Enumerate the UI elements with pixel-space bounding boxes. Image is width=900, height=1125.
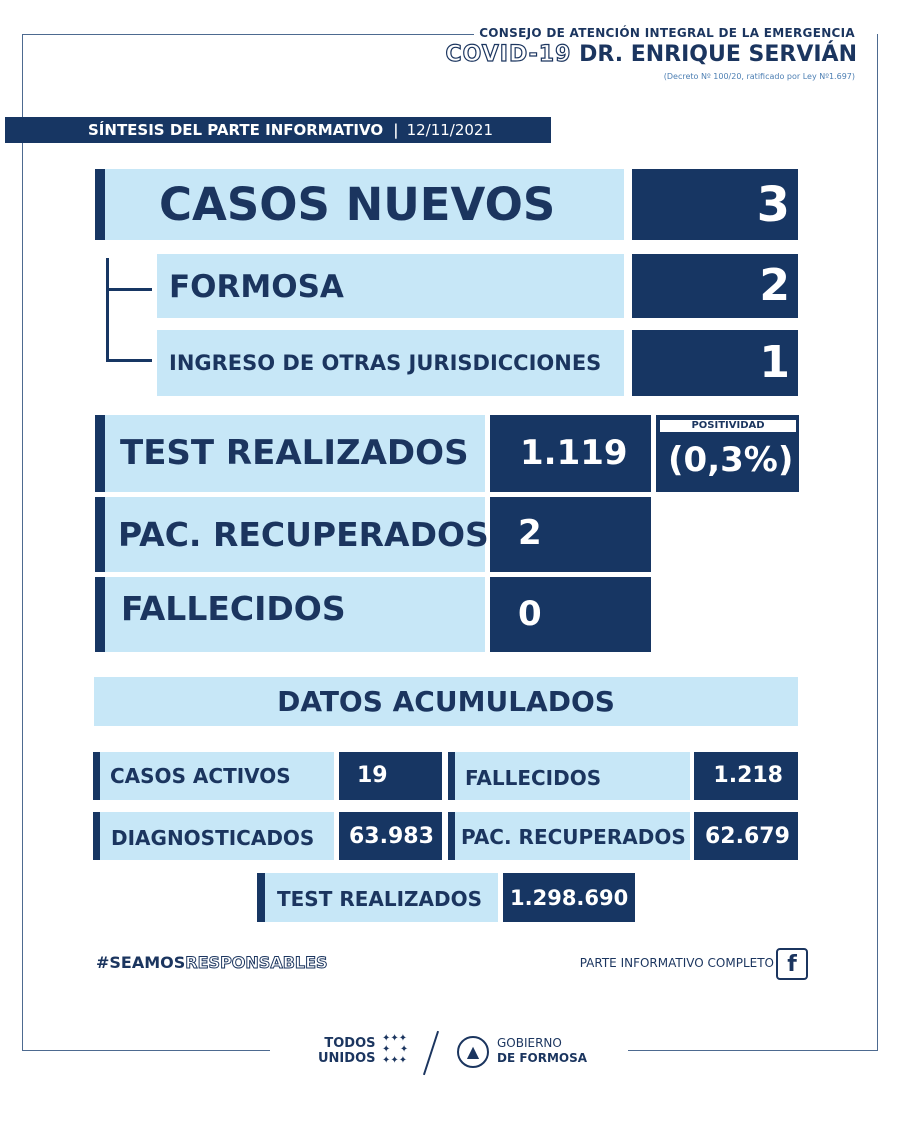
acc-tests-value: 1.298.690 (510, 886, 629, 910)
acc-active-label: CASOS ACTIVOS (110, 764, 291, 788)
formosa-label-box: FORMOSA (157, 254, 624, 318)
acc-recovered-label: PAC. RECUPERADOS (461, 825, 686, 849)
synthesis-date: 12/11/2021 (406, 121, 494, 139)
recovered-value: 2 (518, 513, 542, 553)
acc-diagnosed-value: 63.983 (349, 824, 434, 849)
unidos-text: UNIDOS (318, 1051, 376, 1066)
acc-tests-value-box: 1.298.690 (503, 873, 635, 922)
frame-top-line (22, 34, 474, 35)
acc-deaths-value: 1.218 (713, 763, 783, 788)
deaths-value: 0 (518, 594, 542, 634)
synthesis-separator: | (393, 121, 399, 139)
todos-text: TODOS (324, 1036, 376, 1051)
facebook-icon[interactable]: f (776, 948, 808, 980)
frame-left-line (22, 34, 23, 1051)
frame-right-line (877, 34, 878, 1051)
council-name: COVID-19 DR. ENRIQUE SERVIÁN (445, 41, 857, 67)
divider-slash (422, 1030, 440, 1076)
tests-value: 1.119 (520, 433, 628, 473)
recovered-value-box: 2 (490, 497, 651, 572)
acc-tests-label-box: TEST REALIZADOS (257, 873, 498, 922)
doctor-name: DR. ENRIQUE SERVIÁN (579, 42, 857, 67)
synthesis-title: SÍNTESIS DEL PARTE INFORMATIVO (88, 121, 384, 139)
acc-active-value-box: 19 (339, 752, 442, 800)
new-cases-label: CASOS NUEVOS (159, 178, 556, 231)
other-jurisdictions-value-box: 1 (632, 330, 798, 396)
other-jurisdictions-label-box: INGRESO DE OTRAS JURISDICCIONES (157, 330, 624, 396)
acc-deaths-value-box: 1.218 (694, 752, 798, 800)
frame-bottom-right-line (628, 1050, 878, 1051)
acc-active-label-box: CASOS ACTIVOS (93, 752, 334, 800)
decree-text: (Decreto Nº 100/20, ratificado por Ley N… (663, 72, 855, 81)
hashtag-responsables: RESPONSABLES (185, 953, 328, 973)
covid-label: COVID-19 (445, 41, 572, 67)
acc-recovered-value-box: 62.679 (694, 812, 798, 860)
acc-recovered-value: 62.679 (705, 824, 790, 849)
formosa-seal-icon: ▲ (457, 1036, 489, 1068)
tree-branch-formosa (106, 288, 152, 291)
formosa-label: FORMOSA (169, 269, 344, 305)
tests-label-box: TEST REALIZADOS (95, 415, 485, 492)
tests-value-box: 1.119 (490, 415, 651, 492)
acc-tests-label: TEST REALIZADOS (277, 887, 483, 911)
frame-bottom-left-line (22, 1050, 270, 1051)
acc-deaths-label-box: FALLECIDOS (448, 752, 690, 800)
de-formosa-text: DE FORMOSA (497, 1051, 588, 1065)
hashtag: #SEAMOSRESPONSABLES (96, 953, 328, 973)
full-report-link[interactable]: PARTE INFORMATIVO COMPLETO (579, 956, 774, 970)
gobierno-text: GOBIERNO (497, 1036, 562, 1050)
new-cases-label-box: CASOS NUEVOS (95, 169, 624, 240)
acc-diagnosed-label-box: DIAGNOSTICADOS (93, 812, 334, 860)
accumulated-title-box: DATOS ACUMULADOS (94, 677, 798, 726)
tree-branch-other (106, 359, 152, 362)
other-jurisdictions-label: INGRESO DE OTRAS JURISDICCIONES (169, 351, 602, 375)
formosa-value-box: 2 (632, 254, 798, 318)
council-title: CONSEJO DE ATENCIÓN INTEGRAL DE LA EMERG… (479, 26, 855, 40)
gobierno-logo: GOBIERNO DE FORMOSA (497, 1036, 587, 1066)
synthesis-banner: SÍNTESIS DEL PARTE INFORMATIVO | 12/11/202… (5, 117, 551, 143)
stars-icon: ✦✦✦ ✦ ✦ ✦✦✦ (382, 1033, 409, 1066)
tests-label: TEST REALIZADOS (120, 433, 469, 473)
deaths-label: FALLECIDOS (121, 589, 346, 628)
deaths-value-box: 0 (490, 577, 651, 652)
deaths-label-box: FALLECIDOS (95, 577, 485, 652)
recovered-label: PAC. RECUPERADOS (118, 515, 489, 554)
acc-diagnosed-label: DIAGNOSTICADOS (111, 826, 315, 850)
positivity-value: (0,3%) (668, 440, 794, 480)
acc-active-value: 19 (357, 763, 388, 788)
todos-unidos-logo: TODOS UNIDOS (318, 1036, 375, 1066)
hashtag-seamos: #SEAMOS (96, 953, 186, 972)
formosa-value: 2 (759, 260, 790, 311)
acc-recovered-label-box: PAC. RECUPERADOS (448, 812, 690, 860)
tree-vertical-line (106, 258, 109, 362)
recovered-label-box: PAC. RECUPERADOS (95, 497, 489, 572)
acc-diagnosed-value-box: 63.983 (339, 812, 442, 860)
new-cases-value-box: 3 (632, 169, 798, 240)
other-jurisdictions-value: 1 (759, 337, 790, 388)
acc-deaths-label: FALLECIDOS (465, 766, 602, 790)
accumulated-title: DATOS ACUMULADOS (277, 685, 615, 718)
new-cases-value: 3 (756, 177, 790, 233)
positivity-label: POSITIVIDAD (658, 418, 798, 434)
